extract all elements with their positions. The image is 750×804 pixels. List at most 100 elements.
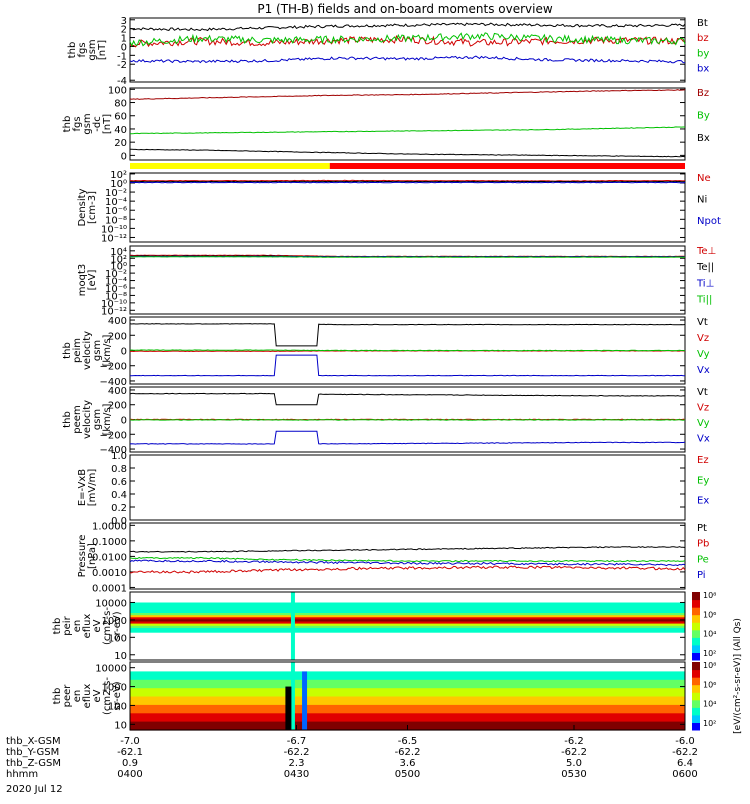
y-axis-label: thb <box>67 42 78 59</box>
colorbar-tick-label: 10⁸ <box>703 591 716 600</box>
y-tick-label: 20 <box>114 138 127 149</box>
y-axis-label: peem <box>72 405 83 433</box>
heatmap-band <box>130 615 685 618</box>
heatmap-band <box>130 610 685 614</box>
y-tick-label: 10⁴ <box>110 247 127 258</box>
y-axis-label: velocity <box>82 331 93 370</box>
y-tick-label: −200 <box>100 430 127 441</box>
panel-p10: 10⁸ 10⁶ 10⁴ 10² 10000 1000 100 10 thb peer en eflux… <box>52 661 716 731</box>
legend-label: Te|| <box>696 262 714 273</box>
x-row-value: 0400 <box>117 769 142 780</box>
legend-label: Pi <box>697 570 706 581</box>
y-tick-label: 1.0 <box>111 451 127 462</box>
y-tick-label: 400 <box>108 316 127 327</box>
x-row-value: 6.4 <box>677 758 693 769</box>
legend-label: Npot <box>697 216 721 227</box>
y-tick-label: 10⁻² <box>105 269 127 280</box>
y-axis-label: peir <box>62 615 73 635</box>
y-tick-label: 10⁻⁶ <box>105 206 127 217</box>
colorbar-segment <box>692 622 700 631</box>
y-tick-label: 0.6 <box>111 477 127 488</box>
y-tick-label: 0.2 <box>111 503 127 514</box>
y-tick-label: 0 <box>121 42 127 53</box>
y-tick-label: 10 <box>114 720 127 731</box>
series-line-Pt <box>129 546 686 553</box>
series-line-By <box>129 126 685 135</box>
y-tick-label: −400 <box>100 445 127 456</box>
colorbar-segment <box>692 637 700 646</box>
heatmap-spike <box>290 662 295 730</box>
heatmap-band <box>130 721 685 727</box>
legend-label: bx <box>697 64 709 75</box>
x-row-name: thb_X-GSM <box>6 736 61 747</box>
y-axis-label: [km/s] <box>102 403 113 435</box>
heatmap-band <box>130 717 685 723</box>
x-tick-label: -6.2 <box>564 736 584 747</box>
y-axis-label: -dc <box>92 116 103 131</box>
heatmap-band <box>130 619 685 623</box>
y-tick-label: 0.8 <box>111 464 127 475</box>
x-row-value: -62.2 <box>672 747 698 758</box>
colorbar-tick-label: 10⁶ <box>703 610 716 619</box>
y-tick-label: 10⁻⁴ <box>105 197 127 208</box>
colorbar-segment <box>692 652 700 661</box>
heatmap-band <box>130 608 685 612</box>
panel-p8: 1.0000 0.1000 0.0100 0.0010 0.0001 Pressure [n… <box>77 521 709 594</box>
legend-label: Ne <box>697 173 711 184</box>
x-tick-label: -6.7 <box>287 736 307 747</box>
colorbar-segment <box>692 722 700 731</box>
status-bar-red <box>329 163 685 169</box>
y-axis-label: [cm-3] <box>87 191 98 224</box>
heatmap-band <box>130 688 685 693</box>
y-axis-label: peer <box>62 684 73 708</box>
y-tick-label: 10⁰ <box>110 179 127 190</box>
x-tick-label: -7.0 <box>120 736 140 747</box>
y-tick-label: 1.0000 <box>92 521 127 532</box>
y-tick-label: -4 <box>117 76 127 87</box>
colorbar-segment <box>692 692 700 701</box>
colorbar-tick-label: 10⁴ <box>703 700 716 709</box>
y-tick-label: 0.1000 <box>92 537 127 548</box>
y-axis-label: eflux <box>82 684 93 709</box>
y-tick-label: 10² <box>110 170 127 181</box>
legend-label: Vz <box>697 403 709 414</box>
y-tick-label: 0.0100 <box>92 552 127 563</box>
y-axis-label: en <box>72 620 83 633</box>
y-axis-label: [eV] <box>87 270 98 291</box>
y-axis-label: thb <box>52 618 63 635</box>
y-axis-label: velocity <box>82 400 93 439</box>
y-axis-label: thb <box>62 411 73 428</box>
y-tick-label: 10000 <box>95 599 127 610</box>
y-axis-label: gsm <box>92 409 103 430</box>
legend-label: Bt <box>697 18 708 29</box>
panel-frame <box>129 454 686 521</box>
colorbar-segment <box>692 592 700 601</box>
colorbar-segment <box>692 669 700 678</box>
colorbar-p10: 10⁸ 10⁶ 10⁴ 10² <box>692 661 716 731</box>
y-tick-label: 10⁻⁸ <box>105 215 127 226</box>
colorbar-tick-label: 10² <box>703 719 716 728</box>
legend-label: Bx <box>697 133 710 144</box>
y-tick-label: 40 <box>114 125 127 136</box>
y-tick-label: 400 <box>108 386 127 397</box>
colorbar-segment <box>692 614 700 623</box>
y-tick-label: 10⁻¹² <box>101 234 127 245</box>
status-bar-yellow <box>130 163 330 169</box>
panel-frame <box>129 17 686 83</box>
y-axis-label: gsm <box>92 340 103 361</box>
heatmap-band <box>130 606 685 610</box>
heatmap-band <box>130 679 685 685</box>
x-row-value: -62.2 <box>395 747 421 758</box>
y-axis-label: [mV/m] <box>87 469 98 507</box>
y-axis-label: Pressure <box>77 535 88 578</box>
y-axis-label: [nT] <box>97 40 108 60</box>
legend-label: bz <box>697 33 709 44</box>
heatmap-band <box>130 627 685 631</box>
y-axis-label: [nT] <box>102 114 113 134</box>
x-tick-label: -6.5 <box>398 736 418 747</box>
colorbar-segment <box>692 662 700 671</box>
